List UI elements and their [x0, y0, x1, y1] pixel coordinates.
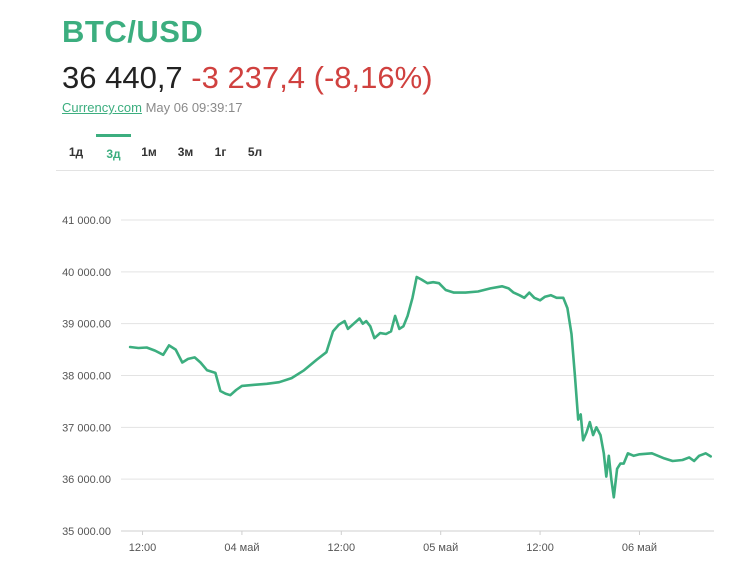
source-link[interactable]: Currency.com [62, 100, 142, 115]
x-tick-label: 12:00 [328, 542, 356, 554]
tab-3d[interactable]: 3д [96, 134, 131, 170]
pair-title: BTC/USD [62, 14, 204, 49]
y-tick-label: 36 000.00 [62, 474, 111, 486]
source-line: Currency.com May 06 09:39:17 [62, 100, 242, 115]
timestamp: May 06 09:39:17 [145, 100, 243, 115]
y-tick-label: 35 000.00 [62, 526, 111, 538]
y-tick-label: 37 000.00 [62, 422, 111, 434]
current-price: 36 440,7 [62, 60, 183, 95]
x-tick-label: 12:00 [129, 542, 157, 554]
price-series-line [128, 275, 712, 499]
x-tick-label: 05 май [423, 542, 458, 554]
tab-1d[interactable]: 1д [68, 145, 84, 159]
timeframe-tabs: 1д 3д 1м 3м 1г 5л [56, 134, 714, 171]
tab-1m[interactable]: 1м [141, 145, 157, 159]
tab-1y[interactable]: 1г [214, 145, 227, 159]
y-tick-label: 39 000.00 [62, 319, 111, 331]
y-tick-label: 38 000.00 [62, 371, 111, 383]
price-change: -3 237,4 (-8,16%) [191, 60, 433, 95]
tab-3m[interactable]: 3м [177, 145, 194, 159]
y-tick-label: 40 000.00 [62, 267, 111, 279]
price-line: 36 440,7 -3 237,4 (-8,16%) [62, 60, 433, 96]
y-tick-label: 41 000.00 [62, 215, 111, 227]
x-tick-label: 04 май [224, 542, 259, 554]
x-tick-label: 12:00 [526, 542, 554, 554]
tab-5y[interactable]: 5л [247, 145, 263, 159]
x-tick-label: 06 май [622, 542, 657, 554]
